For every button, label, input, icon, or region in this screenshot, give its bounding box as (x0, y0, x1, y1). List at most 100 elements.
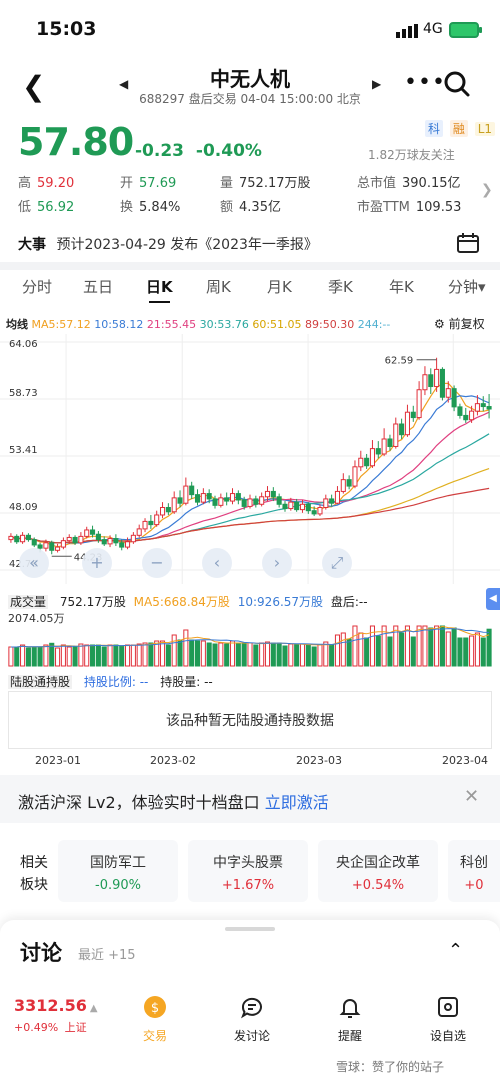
lv2-promo: 激活沪深 Lv2，体验实时十档盘口 (18, 793, 260, 812)
sector-card[interactable]: 央企国企改革 +0.54% (318, 840, 438, 902)
adjust-toggle[interactable]: ⚙ 前复权 (434, 315, 485, 332)
sector-card[interactable]: 国防军工 -0.90% (58, 840, 178, 902)
discussion-title[interactable]: 讨论 (20, 941, 62, 965)
volume-bar (113, 644, 119, 667)
nav-post[interactable]: 发讨论 (222, 995, 282, 1044)
stat-turnover: 换 5.84% (120, 200, 181, 215)
candle-body (119, 542, 125, 548)
calendar-icon[interactable] (457, 233, 479, 253)
candle-body (60, 540, 66, 548)
back-icon[interactable]: ❮ (22, 70, 46, 103)
tab-minute[interactable]: 分钟▾ (448, 278, 486, 296)
ma-legend: 均线 MA5:57.12 10:58.12 21:55.45 30:53.76 … (6, 316, 390, 332)
volume-bar (241, 643, 247, 667)
sheet-handle[interactable] (225, 927, 275, 931)
sector-card[interactable]: 科创 +0 (448, 840, 500, 902)
close-icon[interactable]: ✕ (464, 786, 480, 807)
stat-low: 低 56.92 (18, 200, 75, 215)
tab-weekly-k[interactable]: 周K (206, 278, 231, 296)
event-row[interactable]: 大事 预计2023-04-29 发布《2023年一季报》 (18, 234, 318, 254)
volume-bar (358, 632, 364, 667)
volume-bar (404, 625, 410, 667)
tab-daily-k[interactable]: 日K (146, 278, 173, 303)
candle-body (445, 388, 451, 398)
candle-body (311, 510, 317, 515)
next-stock-icon[interactable]: ▶ (372, 77, 382, 91)
nav-alert[interactable]: 提醒 (320, 995, 380, 1044)
candle-body (218, 497, 224, 506)
nav-watchlist[interactable]: 设自选 (418, 995, 478, 1044)
candle-body (90, 529, 96, 535)
stat-high: 高 59.20 (18, 176, 75, 191)
volume-bar (247, 642, 253, 667)
ma-line (10, 487, 490, 544)
scroll-right-icon[interactable]: › (262, 548, 292, 578)
tab-yearly-k[interactable]: 年K (389, 278, 414, 296)
candle-body (329, 498, 335, 504)
candle-body (393, 423, 399, 447)
expand-stats-icon[interactable]: ❯ (481, 182, 493, 198)
volume-bar (393, 625, 399, 667)
chat-bubble-icon (241, 997, 262, 1019)
volume-bar (434, 625, 440, 667)
tab-monthly-k[interactable]: 月K (267, 278, 292, 296)
volume-bar (311, 646, 317, 667)
index-value[interactable]: 3312.56 ▲ (14, 996, 98, 1015)
zoom-in-icon[interactable]: + (82, 548, 112, 578)
tab-intraday[interactable]: 分时 (22, 278, 53, 296)
candle-body (474, 403, 480, 412)
candle-body (14, 535, 20, 543)
volume-chart[interactable]: 2074.05万 (0, 610, 500, 670)
fullscreen-icon[interactable]: ⤢ (322, 548, 352, 578)
chevron-up-icon[interactable]: ⌃ (448, 940, 464, 961)
scroll-left-icon[interactable]: ‹ (202, 548, 232, 578)
zoom-out-fast-icon[interactable]: « (19, 548, 49, 578)
sector-name: 科创 (460, 855, 488, 871)
candle-body (177, 497, 183, 504)
candle-body (486, 406, 492, 410)
volume-bar (399, 632, 405, 667)
candle-body (352, 466, 358, 487)
volume-bar (317, 644, 323, 667)
side-panel-toggle[interactable]: ◀ (486, 588, 500, 610)
ma21-value: 21:55.45 (146, 318, 197, 331)
volume-bar (340, 632, 346, 667)
volume-bar (375, 635, 381, 667)
more-icon[interactable]: ••• (404, 70, 446, 95)
lv2-activate-link[interactable]: 立即激活 (264, 793, 329, 812)
lv2-banner[interactable] (0, 775, 500, 823)
adjust-label: 前复权 (448, 317, 485, 331)
candle-body (49, 542, 55, 551)
candle-body (358, 457, 364, 468)
candle-body (241, 499, 247, 507)
hk-connect-legend: 陆股通持股 持股比例: -- 持股量: -- (8, 673, 213, 690)
tab-quarterly-k[interactable]: 季K (328, 278, 353, 296)
volume-ma10: 10:926.57万股 (237, 595, 324, 609)
volume-bar (78, 643, 84, 667)
volume-bar (486, 628, 492, 667)
related-sectors-title: 相关 板块 (20, 855, 48, 893)
candle-body (416, 389, 422, 419)
candle-body (130, 534, 136, 543)
candle-body (253, 498, 259, 505)
volume-axis-label: 2074.05万 (8, 612, 65, 625)
candle-body (43, 542, 49, 549)
sector-card[interactable]: 中字头股票 +1.67% (188, 840, 308, 902)
volume-bar (416, 625, 422, 667)
nav-trade[interactable]: $ 交易 (125, 995, 185, 1044)
volume-bar (107, 644, 113, 667)
date-label-apr: 2023-04 (442, 754, 488, 767)
tab-five-day[interactable]: 五日 (83, 278, 114, 296)
section-divider (0, 262, 500, 270)
zoom-out-icon[interactable]: − (142, 548, 172, 578)
prev-stock-icon[interactable]: ◀ (119, 77, 129, 91)
candle-body (66, 536, 72, 542)
sector-name: 央企国企改革 (336, 855, 420, 871)
date-label-mar: 2023-03 (296, 754, 342, 767)
volume-bar (329, 644, 335, 667)
candle-body (480, 403, 486, 408)
volume-bar (387, 636, 393, 667)
candle-body (148, 520, 154, 526)
search-icon[interactable] (443, 70, 471, 98)
